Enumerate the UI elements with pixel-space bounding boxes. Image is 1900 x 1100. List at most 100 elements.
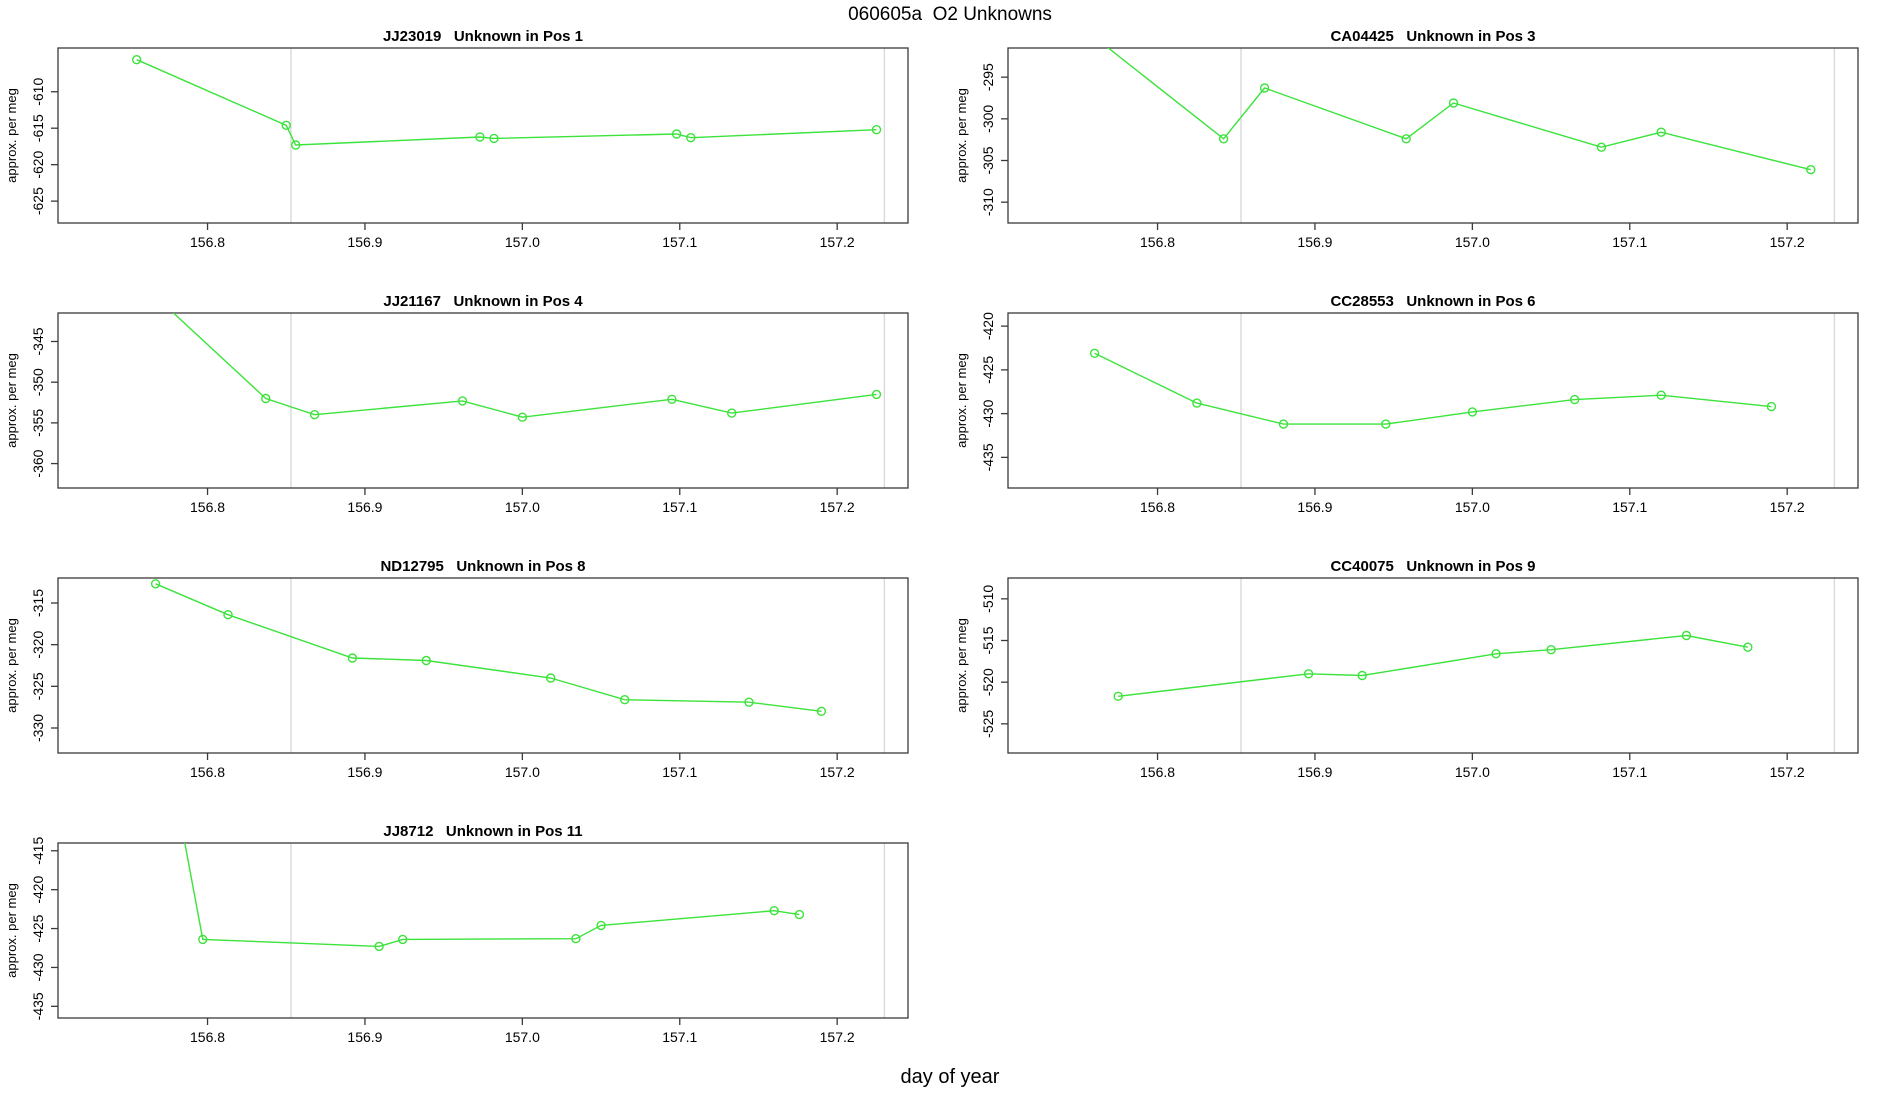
x-tick-label: 157.2 xyxy=(820,499,855,515)
y-tick-label: -615 xyxy=(30,114,46,142)
data-point-marker xyxy=(671,129,682,139)
x-tick-label: 156.8 xyxy=(190,499,225,515)
data-series xyxy=(150,579,827,717)
y-tick-label: -435 xyxy=(30,992,46,1020)
x-tick-label: 157.2 xyxy=(1770,499,1805,515)
plot-box xyxy=(1007,312,1859,489)
y-tick-label: -420 xyxy=(980,312,996,340)
data-point-marker xyxy=(727,408,737,418)
y-axis-label: approx. per meg xyxy=(4,88,19,183)
subplot-title: CC28553 Unknown in Pos 6 xyxy=(1330,293,1535,310)
subplot-title: ND12795 Unknown in Pos 8 xyxy=(380,558,585,575)
y-tick-label: -355 xyxy=(30,409,46,437)
y-tick-label: -320 xyxy=(30,630,46,658)
data-point-marker xyxy=(686,132,696,143)
y-tick-label: -295 xyxy=(980,63,996,91)
y-tick-label: -330 xyxy=(30,714,46,742)
x-tick-label: 157.0 xyxy=(505,764,540,780)
data-point-marker xyxy=(1259,83,1270,93)
data-point-marker xyxy=(1401,134,1411,144)
x-tick-label: 156.9 xyxy=(347,1029,382,1045)
x-tick-label: 156.9 xyxy=(347,764,382,780)
data-point-marker xyxy=(1806,164,1816,175)
data-series xyxy=(184,843,805,952)
data-point-marker xyxy=(769,905,779,916)
x-tick-label: 157.2 xyxy=(820,1029,855,1045)
data-series xyxy=(1107,48,1816,175)
plot-box xyxy=(1007,47,1859,224)
y-tick-label: -415 xyxy=(30,837,46,865)
data-point-marker xyxy=(667,394,677,405)
data-point-marker xyxy=(489,133,499,144)
data-point-marker xyxy=(475,132,485,142)
data-series-line xyxy=(172,313,877,418)
data-point-marker xyxy=(546,673,556,683)
data-point-marker xyxy=(261,393,271,404)
x-tick-label: 157.2 xyxy=(820,234,855,250)
x-tick-label: 156.8 xyxy=(1140,764,1175,780)
subplot-jj8712: JJ8712 Unknown in Pos 11 156.8 156.9 157.0 1… xyxy=(0,823,950,1088)
data-point-marker xyxy=(1467,407,1478,417)
y-tick-label: -350 xyxy=(30,368,46,396)
y-tick-label: -520 xyxy=(980,668,996,696)
x-tick-label: 156.8 xyxy=(190,764,225,780)
plot-box xyxy=(57,842,909,1019)
data-point-marker xyxy=(1448,98,1459,108)
y-tick-label: -420 xyxy=(30,875,46,903)
x-tick-label: 157.0 xyxy=(505,1029,540,1045)
data-series xyxy=(172,313,882,422)
x-tick-label: 156.9 xyxy=(1297,764,1332,780)
data-series xyxy=(1113,630,1753,702)
x-tick-label: 156.8 xyxy=(190,234,225,250)
x-tick-label: 157.2 xyxy=(1770,764,1805,780)
data-point-marker xyxy=(816,706,827,717)
subplot-title: JJ8712 Unknown in Pos 11 xyxy=(383,823,582,840)
data-point-marker xyxy=(1303,669,1314,679)
data-point-marker xyxy=(131,55,142,65)
y-tick-label: -425 xyxy=(30,914,46,942)
subplot-canvas-jj8712: JJ8712 Unknown in Pos 11 156.8 156.9 157.0 1… xyxy=(4,823,909,1045)
subplot-cc40075: CC40075 Unknown in Pos 9 156.8 156.9 157.0 1… xyxy=(950,558,1900,823)
y-tick-label: -510 xyxy=(980,585,996,613)
subplot-canvas-ca04425: CA04425 Unknown in Pos 3 156.8 156.9 157.0 1… xyxy=(954,28,1859,250)
data-point-marker xyxy=(1596,142,1607,152)
x-tick-label: 157.1 xyxy=(662,764,697,780)
y-tick-label: -315 xyxy=(30,589,46,617)
subplot-title: CC40075 Unknown in Pos 9 xyxy=(1330,558,1535,575)
subplot-canvas-cc40075: CC40075 Unknown in Pos 9 156.8 156.9 157.0 1… xyxy=(954,558,1859,780)
data-series-line xyxy=(184,843,800,948)
data-point-marker xyxy=(398,934,408,945)
data-point-marker xyxy=(1381,419,1391,429)
y-tick-label: -435 xyxy=(980,443,996,471)
subplot-cc28553: CC28553 Unknown in Pos 6 156.8 156.9 157.0 1… xyxy=(950,293,1900,558)
data-point-marker xyxy=(571,933,581,944)
x-tick-label: 157.1 xyxy=(1612,764,1647,780)
x-tick-label: 156.9 xyxy=(347,234,382,250)
data-point-marker xyxy=(347,653,358,663)
data-series xyxy=(131,55,882,150)
data-point-marker xyxy=(871,389,882,400)
x-tick-label: 157.0 xyxy=(505,234,540,250)
data-series-line xyxy=(1094,352,1772,425)
data-point-marker xyxy=(150,579,161,589)
data-point-marker xyxy=(291,140,301,150)
data-point-marker xyxy=(1681,630,1692,641)
data-point-marker xyxy=(421,655,431,666)
subplot-canvas-jj21167: JJ21167 Unknown in Pos 4 156.8 156.9 157.0 1… xyxy=(4,293,909,515)
y-tick-label: -360 xyxy=(30,449,46,477)
y-axis-label: approx. per meg xyxy=(4,353,19,448)
data-series-line xyxy=(136,59,877,146)
data-point-marker xyxy=(457,396,468,406)
data-point-marker xyxy=(281,120,291,131)
x-axis-label: day of year xyxy=(900,1066,1000,1088)
plot-box xyxy=(57,577,909,754)
plot-box xyxy=(57,47,909,224)
x-tick-label: 156.9 xyxy=(1297,234,1332,250)
data-point-marker xyxy=(794,909,805,920)
data-point-marker xyxy=(744,697,754,707)
subplot-jj21167: JJ21167 Unknown in Pos 4 156.8 156.9 157.0 1… xyxy=(0,293,950,558)
data-point-marker xyxy=(1656,127,1666,137)
subplot-canvas-cc28553: CC28553 Unknown in Pos 6 156.8 156.9 157.0 1… xyxy=(954,293,1859,515)
data-point-marker xyxy=(1766,401,1777,412)
